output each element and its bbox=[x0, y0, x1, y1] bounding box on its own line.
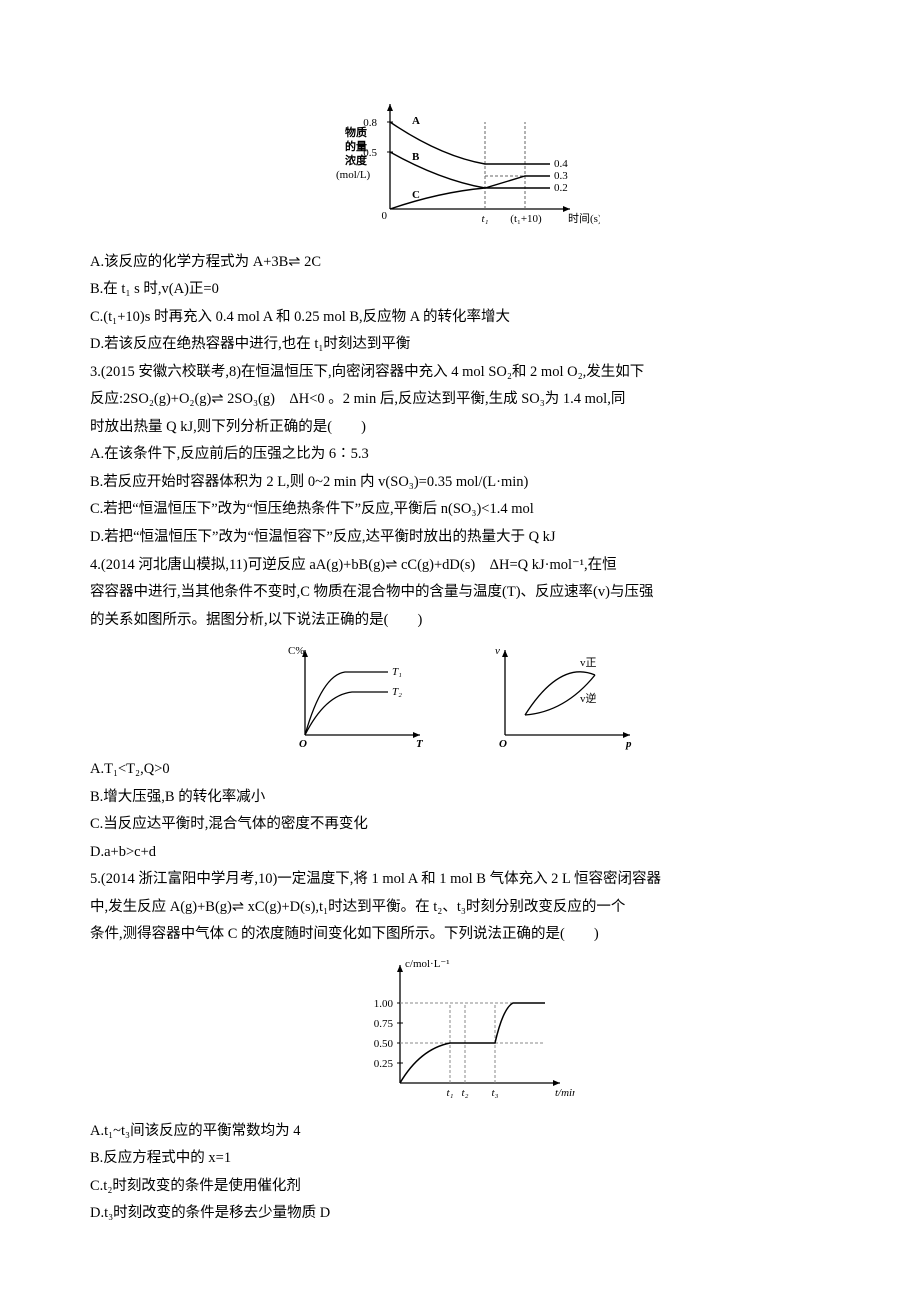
q2-opt-b: B.在 t₁ s 时,v(A)正=0 bbox=[90, 276, 830, 304]
svg-text:p: p bbox=[625, 738, 632, 750]
q4-stem-line3: 的关系如图所示。据图分析,以下说法正确的是( ) bbox=[90, 607, 830, 635]
q4-stem-line1: 4.(2014 河北唐山模拟,11)可逆反应 aA(g)+bB(g)⇌ cC(g… bbox=[90, 552, 830, 580]
svg-text:C: C bbox=[412, 189, 420, 201]
svg-text:v正: v正 bbox=[580, 657, 597, 669]
svg-text:0.75: 0.75 bbox=[374, 1018, 394, 1030]
svg-text:0.2: 0.2 bbox=[554, 182, 568, 194]
q5-opt-c: C.t₂时刻改变的条件是使用催化剂 bbox=[90, 1173, 830, 1201]
svg-text:(t₁+10): (t₁+10) bbox=[510, 213, 542, 225]
fig4-right-svg: v O p v正 v逆 bbox=[480, 640, 640, 750]
q5-opt-b: B.反应方程式中的 x=1 bbox=[90, 1145, 830, 1173]
svg-text:浓度: 浓度 bbox=[345, 153, 368, 167]
svg-text:0.3: 0.3 bbox=[554, 170, 568, 182]
q4-opt-b: B.增大压强,B 的转化率减小 bbox=[90, 784, 830, 812]
q5-stem-line3: 条件,测得容器中气体 C 的浓度随时间变化如下图所示。下列说法正确的是( ) bbox=[90, 921, 830, 949]
fig5-svg: c/mol·L⁻¹ t/min 0.25 0.50 0.75 1.00 t₁ t… bbox=[345, 953, 575, 1103]
svg-text:T₁: T₁ bbox=[392, 666, 402, 678]
svg-text:0.50: 0.50 bbox=[374, 1038, 394, 1050]
svg-text:B: B bbox=[412, 151, 420, 163]
q2-opt-d: D.若该反应在绝热容器中进行,也在 t₁时刻达到平衡 bbox=[90, 331, 830, 359]
svg-text:t₃: t₃ bbox=[492, 1087, 499, 1099]
q4-stem-line2: 容容器中进行,当其他条件不变时,C 物质在混合物中的含量与温度(T)、反应速率(… bbox=[90, 579, 830, 607]
q4-figures: C% O T T₁ T₂ v O p v正 v逆 bbox=[90, 640, 830, 750]
q3-opt-d: D.若把“恒温恒压下”改为“恒温恒容下”反应,达平衡时放出的热量大于 Q kJ bbox=[90, 524, 830, 552]
svg-text:O: O bbox=[499, 738, 507, 750]
svg-text:0.4: 0.4 bbox=[554, 158, 568, 170]
svg-text:的量: 的量 bbox=[345, 139, 367, 153]
svg-text:0: 0 bbox=[382, 210, 388, 222]
q3-stem-line3: 时放出热量 Q kJ,则下列分析正确的是( ) bbox=[90, 414, 830, 442]
svg-text:T₂: T₂ bbox=[392, 686, 402, 698]
q3-opt-a: A.在该条件下,反应前后的压强之比为 6∶5.3 bbox=[90, 441, 830, 469]
q5-figure: c/mol·L⁻¹ t/min 0.25 0.50 0.75 1.00 t₁ t… bbox=[90, 953, 830, 1114]
q3-stem-line1: 3.(2015 安徽六校联考,8)在恒温恒压下,向密闭容器中充入 4 mol S… bbox=[90, 359, 830, 387]
svg-text:t₁: t₁ bbox=[482, 213, 489, 225]
q2-figure: 0.8 0.5 0 0.4 0.3 0.2 A B C t₁ bbox=[90, 94, 830, 245]
q3-opt-c: C.若把“恒温恒压下”改为“恒压绝热条件下”反应,平衡后 n(SO₃)<1.4 … bbox=[90, 496, 830, 524]
q4-opt-d: D.a+b>c+d bbox=[90, 839, 830, 867]
q2-opt-a: A.该反应的化学方程式为 A+3B⇌ 2C bbox=[90, 249, 830, 277]
svg-text:T: T bbox=[416, 738, 424, 750]
svg-text:时间(s): 时间(s) bbox=[568, 212, 600, 225]
svg-text:t₂: t₂ bbox=[462, 1087, 469, 1099]
q4-opt-a: A.T₁<T₂,Q>0 bbox=[90, 756, 830, 784]
svg-text:(mol/L): (mol/L) bbox=[336, 169, 371, 181]
q5-opt-a: A.t₁~t₃间该反应的平衡常数均为 4 bbox=[90, 1118, 830, 1146]
q5-stem-line2: 中,发生反应 A(g)+B(g)⇌ xC(g)+D(s),t₁时达到平衡。在 t… bbox=[90, 894, 830, 922]
svg-text:0.25: 0.25 bbox=[374, 1058, 394, 1070]
svg-text:C%: C% bbox=[288, 645, 305, 657]
q5-opt-d: D.t₃时刻改变的条件是移去少量物质 D bbox=[90, 1200, 830, 1228]
svg-text:t/min: t/min bbox=[555, 1087, 575, 1099]
svg-text:O: O bbox=[299, 738, 307, 750]
svg-text:c/mol·L⁻¹: c/mol·L⁻¹ bbox=[405, 958, 450, 970]
fig1-svg: 0.8 0.5 0 0.4 0.3 0.2 A B C t₁ bbox=[320, 94, 600, 234]
q4-opt-c: C.当反应达平衡时,混合气体的密度不再变化 bbox=[90, 811, 830, 839]
fig4-left-svg: C% O T T₁ T₂ bbox=[280, 640, 430, 750]
svg-text:v: v bbox=[495, 645, 500, 657]
q3-stem-line2: 反应:2SO₂(g)+O₂(g)⇌ 2SO₃(g) ΔH<0 。2 min 后,… bbox=[90, 386, 830, 414]
svg-text:t₁: t₁ bbox=[447, 1087, 454, 1099]
svg-text:1.00: 1.00 bbox=[374, 998, 394, 1010]
q5-stem-line1: 5.(2014 浙江富阳中学月考,10)一定温度下,将 1 mol A 和 1 … bbox=[90, 866, 830, 894]
svg-text:物质: 物质 bbox=[345, 125, 367, 139]
q2-opt-c: C.(t₁+10)s 时再充入 0.4 mol A 和 0.25 mol B,反… bbox=[90, 304, 830, 332]
svg-text:v逆: v逆 bbox=[580, 691, 597, 705]
svg-text:A: A bbox=[412, 115, 420, 127]
q3-opt-b: B.若反应开始时容器体积为 2 L,则 0~2 min 内 v(SO₃)=0.3… bbox=[90, 469, 830, 497]
